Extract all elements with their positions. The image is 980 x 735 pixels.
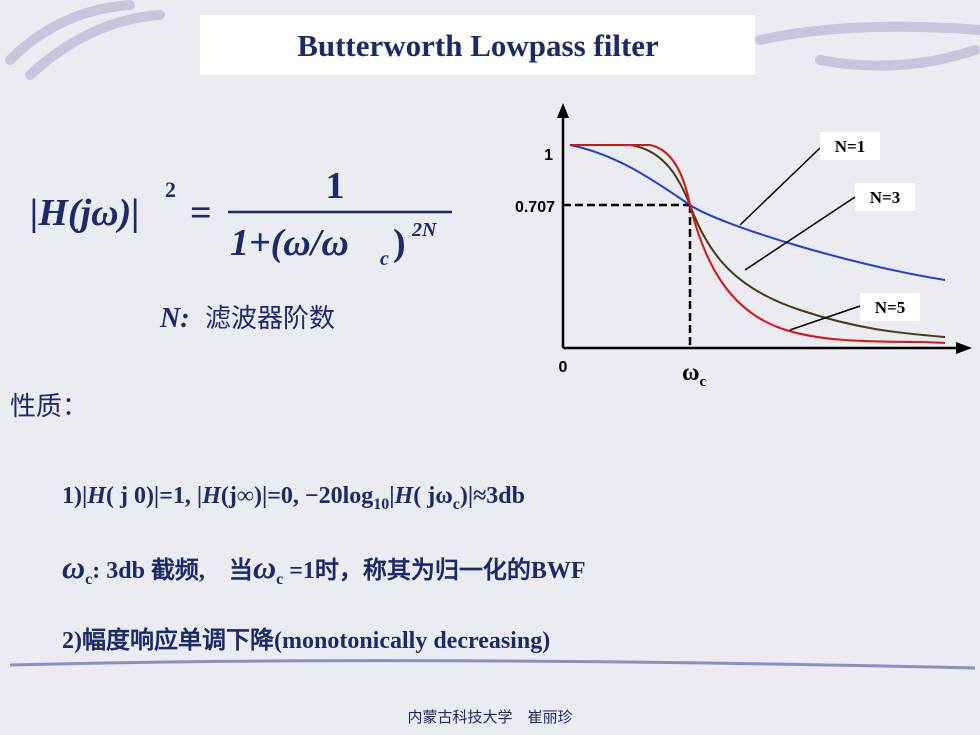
formula-denominator: 1+(ω/ω	[230, 222, 349, 264]
text-segment: H	[201, 483, 222, 509]
x-arrow	[956, 342, 972, 354]
leader-n3	[744, 196, 856, 271]
text-segment: 10	[373, 496, 389, 513]
formula-close: )	[393, 222, 406, 264]
curve-label: N=5	[875, 298, 905, 317]
leader-n1	[739, 147, 821, 226]
x-mark: ωc	[682, 360, 707, 390]
formula-equals: =	[190, 192, 212, 234]
decoration	[5, 0, 980, 80]
note-symbol: N:	[159, 303, 190, 334]
formula-exp: 2N	[411, 219, 438, 241]
title: Butterworth Lowpass filter	[297, 28, 659, 63]
curve-n1	[569, 144, 946, 281]
property-line: 2)幅度响应单调下降(monotonically decreasing)	[62, 626, 550, 654]
formula-numerator: 1	[326, 165, 345, 207]
curve-label: N=3	[870, 188, 900, 207]
text-segment: |	[389, 483, 394, 509]
curve-n5	[570, 144, 946, 344]
origin-label: 0	[559, 359, 568, 376]
label-box	[860, 293, 920, 321]
formula-sub: c	[380, 248, 389, 270]
text-segment: ω	[62, 549, 85, 585]
y-mid-label: 0.707	[515, 199, 555, 216]
note-text: 滤波器阶数	[205, 304, 335, 334]
text-segment: : 3db 截频, 当	[92, 556, 253, 584]
text-segment: ( jω	[413, 483, 453, 509]
curve-n3	[570, 144, 946, 338]
y-arrow	[557, 103, 569, 118]
leader-n5	[789, 305, 861, 331]
formula-lhs: |H(jω)|	[30, 192, 140, 234]
text-segment: ( j 0)|=1, |	[106, 483, 202, 509]
text-segment: c	[85, 571, 92, 588]
formula: |H(jω)| 2 = 1 1+(ω/ω c ) 2N	[30, 165, 452, 270]
text-segment: (j∞)|=0, −20log	[221, 483, 373, 509]
curve-label: N=1	[835, 137, 865, 156]
properties-heading: 性质：	[10, 392, 88, 422]
text-segment: ω	[253, 549, 276, 585]
title-box	[200, 15, 755, 75]
text-segment: H	[86, 483, 107, 509]
text-segment: 1)|	[62, 483, 87, 509]
formula-power: 2	[165, 177, 176, 202]
x-mark-sub: c	[700, 374, 707, 390]
label-box	[855, 183, 915, 211]
x-mark-sym: ω	[682, 360, 700, 386]
property-line: ωc: 3db 截频, 当ωc =1时，称其为归一化的BWF	[62, 549, 586, 588]
text-segment: =1时，称其为归一化的BWF	[283, 556, 585, 584]
property-line: 1)|H( j 0)|=1, |H(j∞)|=0, −20log10|H( jω…	[62, 483, 525, 513]
text-segment: c	[453, 496, 460, 513]
text-segment: H	[394, 483, 415, 509]
y-top-label: 1	[544, 147, 553, 164]
footer: 内蒙古科技大学 崔丽珍	[407, 708, 572, 726]
text-segment: c	[276, 571, 283, 588]
text-segment: )|≈3db	[460, 483, 525, 509]
label-box	[820, 132, 880, 160]
plot: 1 0.707 0 ωc N=1 N=3 N=5	[515, 103, 972, 390]
separator	[9, 659, 976, 670]
